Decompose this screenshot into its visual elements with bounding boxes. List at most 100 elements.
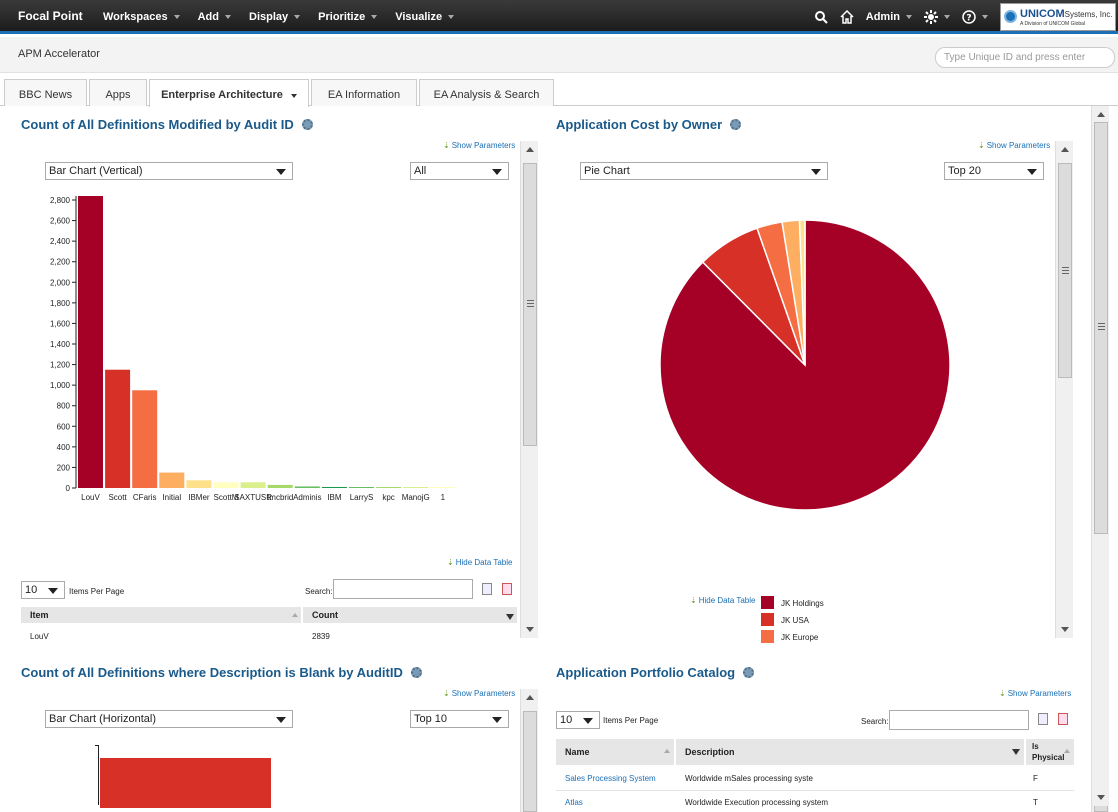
y-tick-label: 1,600 xyxy=(50,319,71,328)
table-cell-link[interactable]: Atlas xyxy=(565,798,583,807)
hbar-axis-tick xyxy=(95,745,99,746)
panel-title-app-cost: Application Cost by Owner xyxy=(556,117,742,132)
chevron-down-icon xyxy=(225,15,231,19)
y-tick-label: 2,200 xyxy=(50,258,71,267)
tab-enterprise-architecture[interactable]: Enterprise Architecture xyxy=(149,79,309,107)
home-icon[interactable] xyxy=(840,10,854,24)
table-header-count[interactable]: Count xyxy=(303,607,517,623)
bar xyxy=(159,472,185,488)
y-tick-label: 2,000 xyxy=(50,278,71,287)
tab-apps[interactable]: Apps xyxy=(89,79,147,106)
export-pdf-icon[interactable] xyxy=(502,583,512,595)
main-nav: Workspaces Add Display Prioritize Visual… xyxy=(103,11,472,23)
scroll-up-icon[interactable] xyxy=(526,695,534,700)
hide-data-table-link[interactable]: ⇣ Hide Data Table xyxy=(447,558,512,567)
gear-icon[interactable] xyxy=(301,119,313,130)
scroll-thumb[interactable] xyxy=(1094,122,1108,534)
help-menu[interactable]: ? xyxy=(962,10,988,24)
cost-pie-chart xyxy=(659,219,951,511)
x-tick-label: LarryS xyxy=(350,493,374,502)
export-excel-icon[interactable] xyxy=(482,583,492,595)
search-label: Search: xyxy=(305,587,333,596)
settings-menu[interactable] xyxy=(924,10,950,24)
show-parameters-link[interactable]: ⇣ Show Parameters xyxy=(443,141,515,150)
filter-select[interactable]: Top 10 xyxy=(410,710,509,728)
tab-ea-analysis-search[interactable]: EA Analysis & Search xyxy=(419,79,554,106)
page-scrollbar[interactable] xyxy=(1091,106,1109,806)
scroll-thumb[interactable] xyxy=(1058,163,1072,378)
legend-swatch xyxy=(761,630,774,643)
table-header-item[interactable]: Item xyxy=(21,607,301,623)
panel1-scrollbar[interactable] xyxy=(520,141,538,638)
panel3-scrollbar[interactable] xyxy=(520,689,538,812)
bar xyxy=(376,487,402,488)
double-chevron-down-icon: ⇣ xyxy=(443,141,450,150)
nav-display[interactable]: Display xyxy=(249,11,301,23)
dropdown-arrow-icon xyxy=(583,718,593,724)
dropdown-arrow-icon xyxy=(492,717,502,723)
nav-visualize[interactable]: Visualize xyxy=(395,11,455,23)
panel2-scrollbar[interactable] xyxy=(1055,141,1073,638)
chevron-down-icon xyxy=(173,15,180,19)
table-search-input[interactable] xyxy=(889,710,1029,730)
nav-prioritize[interactable]: Prioritize xyxy=(318,11,378,23)
tab-label: Enterprise Architecture xyxy=(161,89,283,101)
items-per-page-select[interactable]: 10 xyxy=(21,581,65,599)
scroll-up-icon[interactable] xyxy=(526,147,534,152)
table-header-name[interactable]: Name xyxy=(556,739,674,765)
chart-type-select[interactable]: Bar Chart (Vertical) xyxy=(45,162,293,180)
show-parameters-link[interactable]: ⇣ Show Parameters xyxy=(999,689,1071,698)
header-label: Count xyxy=(312,610,338,620)
unique-id-search-input[interactable]: Type Unique ID and press enter xyxy=(935,47,1115,68)
export-pdf-icon[interactable] xyxy=(1058,713,1068,725)
scroll-thumb[interactable] xyxy=(523,711,537,812)
show-parameters-link[interactable]: ⇣ Show Parameters xyxy=(443,689,515,698)
top-navigation-bar: Focal Point Workspaces Add Display Prior… xyxy=(0,0,1118,34)
scroll-down-icon[interactable] xyxy=(1097,795,1105,800)
user-menu[interactable]: Admin xyxy=(866,11,912,23)
legend-swatch xyxy=(761,613,774,626)
nav-add[interactable]: Add xyxy=(198,11,231,23)
scroll-up-icon[interactable] xyxy=(1061,147,1069,152)
filter-select[interactable]: Top 20 xyxy=(944,162,1044,180)
hbar-axis xyxy=(98,745,99,805)
gear-icon[interactable] xyxy=(410,667,422,678)
bar xyxy=(321,486,347,488)
show-parameters-link[interactable]: ⇣ Show Parameters xyxy=(978,141,1050,150)
page-title: APM Accelerator xyxy=(18,48,100,60)
filter-select[interactable]: All xyxy=(410,162,509,180)
tab-ea-information[interactable]: EA Information xyxy=(311,79,417,106)
items-per-page-select[interactable]: 10 xyxy=(556,711,600,729)
nav-label: Workspaces xyxy=(103,11,168,23)
y-tick-label: 1,000 xyxy=(50,381,71,390)
grip-icon xyxy=(1098,323,1105,330)
chart-type-select[interactable]: Bar Chart (Horizontal) xyxy=(45,710,293,728)
gear-icon[interactable] xyxy=(743,667,755,678)
table-header-description[interactable]: Description xyxy=(676,739,1024,765)
table-cell-link[interactable]: Sales Processing System xyxy=(565,774,656,783)
chart-type-select[interactable]: Pie Chart xyxy=(580,162,828,180)
dropdown-arrow-icon xyxy=(276,717,286,723)
nav-workspaces[interactable]: Workspaces xyxy=(103,11,180,23)
table-search-input[interactable] xyxy=(333,579,473,599)
table-header-is-physical[interactable]: Is Physical xyxy=(1026,739,1074,765)
y-tick-label: 1,200 xyxy=(50,361,71,370)
hide-data-table-link[interactable]: ⇣ Hide Data Table xyxy=(690,596,755,605)
select-value: Top 20 xyxy=(948,165,982,177)
tab-label: BBC News xyxy=(18,89,73,101)
scroll-down-icon[interactable] xyxy=(1061,627,1069,632)
scroll-down-icon[interactable] xyxy=(526,627,534,632)
tab-bbc-news[interactable]: BBC News xyxy=(4,79,87,106)
search-icon[interactable] xyxy=(814,10,828,24)
chevron-down-icon xyxy=(290,94,297,98)
export-excel-icon[interactable] xyxy=(1038,713,1048,725)
gear-icon[interactable] xyxy=(730,119,742,130)
bar xyxy=(349,487,374,488)
double-chevron-down-icon: ⇣ xyxy=(443,689,450,698)
scroll-up-icon[interactable] xyxy=(1097,112,1105,117)
bar xyxy=(430,487,456,488)
scroll-thumb[interactable] xyxy=(523,163,537,446)
app-brand[interactable]: Focal Point xyxy=(18,9,83,23)
items-per-page-label: Items Per Page xyxy=(603,716,659,725)
y-tick-label: 200 xyxy=(57,463,71,472)
